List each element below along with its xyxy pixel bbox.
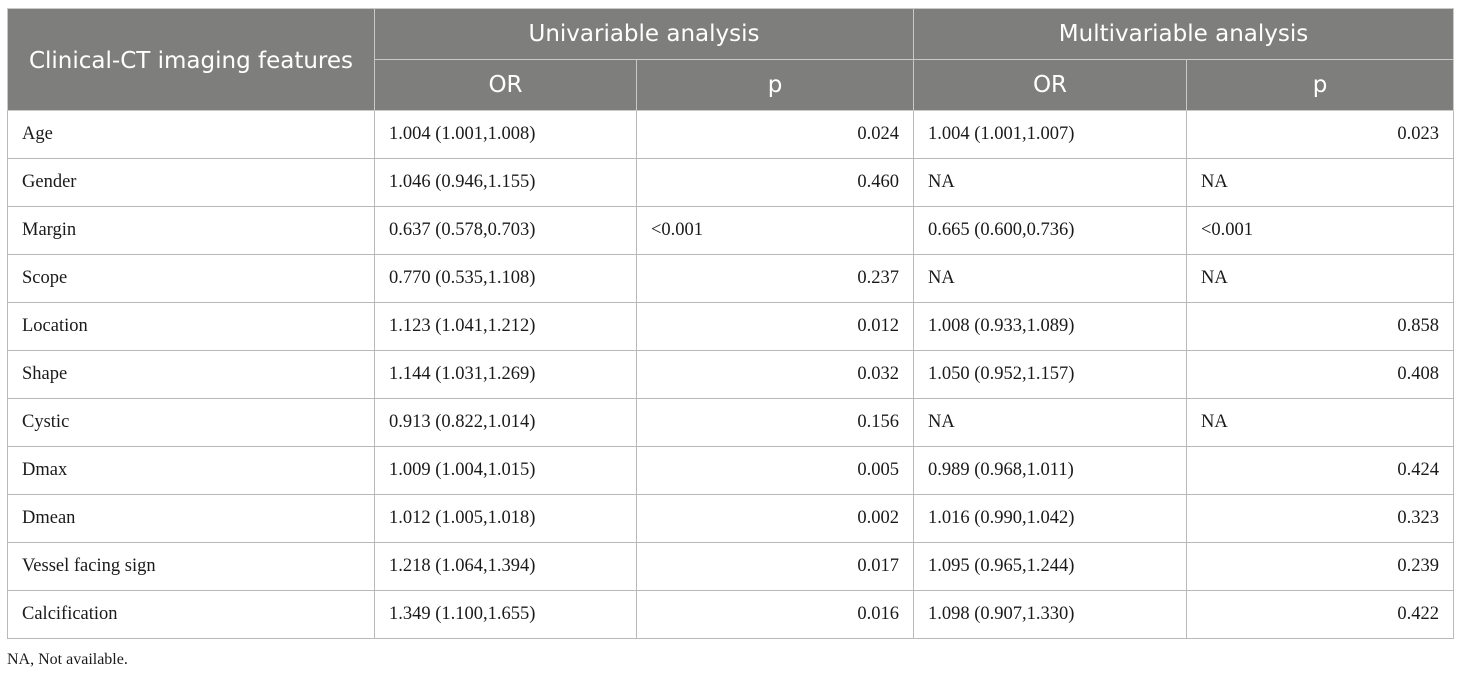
- multi-p-cell: 0.424: [1185, 446, 1455, 495]
- uni-or-cell: 1.009 (1.004,1.015): [374, 446, 637, 495]
- uni-p-cell: 0.460: [636, 158, 914, 207]
- table-row: Gender 1.046 (0.946,1.155) 0.460 NA NA: [7, 158, 1455, 207]
- uni-or-cell: 0.913 (0.822,1.014): [374, 398, 637, 447]
- multi-p-cell: 0.408: [1185, 350, 1455, 399]
- multi-or-cell: 1.050 (0.952,1.157): [913, 350, 1187, 399]
- uni-p-cell: 0.002: [636, 494, 914, 543]
- uni-p-cell: 0.156: [636, 398, 914, 447]
- feature-cell: Scope: [7, 254, 375, 303]
- table-row: Cystic 0.913 (0.822,1.014) 0.156 NA NA: [7, 398, 1455, 447]
- uni-p-cell: 0.237: [636, 254, 914, 303]
- table-row: Dmean 1.012 (1.005,1.018) 0.002 1.016 (0.99…: [7, 494, 1455, 543]
- uni-p-cell: 0.017: [636, 542, 914, 591]
- footnote: NA, Not available.: [7, 651, 128, 668]
- multi-or-cell: 1.004 (1.001,1.007): [913, 110, 1187, 159]
- feature-cell: Margin: [7, 206, 375, 255]
- feature-cell: Dmean: [7, 494, 375, 543]
- header-multi-or: OR: [913, 59, 1187, 111]
- table-row: Scope 0.770 (0.535,1.108) 0.237 NA NA: [7, 254, 1455, 303]
- uni-or-cell: 1.144 (1.031,1.269): [374, 350, 637, 399]
- header-uni-or: OR: [374, 59, 637, 111]
- multi-p-cell: <0.001: [1185, 206, 1455, 255]
- feature-cell: Gender: [7, 158, 375, 207]
- multi-p-cell: NA: [1185, 398, 1455, 447]
- multi-p-cell: 0.023: [1185, 110, 1455, 159]
- multi-or-cell: 0.989 (0.968,1.011): [913, 446, 1187, 495]
- table-row: Dmax 1.009 (1.004,1.015) 0.005 0.989 (0.968…: [7, 446, 1455, 495]
- multi-or-cell: NA: [913, 158, 1187, 207]
- multi-p-cell: NA: [1185, 158, 1455, 207]
- uni-p-cell: 0.012: [636, 302, 914, 351]
- multi-or-cell: 1.098 (0.907,1.330): [913, 590, 1187, 639]
- feature-cell: Vessel facing sign: [7, 542, 375, 591]
- table-row: Vessel facing sign 1.218 (1.064,1.394) 0.0…: [7, 542, 1455, 591]
- uni-or-cell: 1.218 (1.064,1.394): [374, 542, 637, 591]
- uni-p-cell: 0.005: [636, 446, 914, 495]
- feature-cell: Cystic: [7, 398, 375, 447]
- table-row: Shape 1.144 (1.031,1.269) 0.032 1.050 (0.95…: [7, 350, 1455, 399]
- multi-p-cell: 0.858: [1185, 302, 1455, 351]
- uni-p-cell: 0.016: [636, 590, 914, 639]
- uni-or-cell: 1.004 (1.001,1.008): [374, 110, 637, 159]
- multi-or-cell: 1.095 (0.965,1.244): [913, 542, 1187, 591]
- table-body: Age 1.004 (1.001,1.008) 0.024 1.004 (1.001,…: [7, 110, 1455, 639]
- multi-or-cell: 1.008 (0.933,1.089): [913, 302, 1187, 351]
- header-feature-column: Clinical-CT imaging features: [7, 8, 375, 111]
- uni-or-cell: 1.123 (1.041,1.212): [374, 302, 637, 351]
- feature-cell: Dmax: [7, 446, 375, 495]
- uni-p-cell: 0.024: [636, 110, 914, 159]
- uni-or-cell: 1.046 (0.946,1.155): [374, 158, 637, 207]
- feature-cell: Age: [7, 110, 375, 159]
- multi-p-cell: NA: [1185, 254, 1455, 303]
- feature-cell: Shape: [7, 350, 375, 399]
- uni-or-cell: 1.349 (1.100,1.655): [374, 590, 637, 639]
- feature-cell: Location: [7, 302, 375, 351]
- multi-p-cell: 0.239: [1185, 542, 1455, 591]
- multi-or-cell: 1.016 (0.990,1.042): [913, 494, 1187, 543]
- multi-or-cell: NA: [913, 398, 1187, 447]
- uni-or-cell: 0.637 (0.578,0.703): [374, 206, 637, 255]
- table-row: Age 1.004 (1.001,1.008) 0.024 1.004 (1.001,…: [7, 110, 1455, 159]
- uni-or-cell: 1.012 (1.005,1.018): [374, 494, 637, 543]
- uni-p-cell: 0.032: [636, 350, 914, 399]
- uni-p-cell: <0.001: [636, 206, 914, 255]
- results-table: Clinical-CT imaging features Univariable…: [7, 8, 1455, 639]
- multi-p-cell: 0.323: [1185, 494, 1455, 543]
- header-uni-p: p: [636, 59, 914, 111]
- table-row: Margin 0.637 (0.578,0.703) <0.001 0.665 (0.…: [7, 206, 1455, 255]
- header-univariable-group: Univariable analysis: [374, 8, 914, 60]
- multi-p-cell: 0.422: [1185, 590, 1455, 639]
- uni-or-cell: 0.770 (0.535,1.108): [374, 254, 637, 303]
- multi-or-cell: 0.665 (0.600,0.736): [913, 206, 1187, 255]
- table-row: Location 1.123 (1.041,1.212) 0.012 1.008 (0…: [7, 302, 1455, 351]
- feature-cell: Calcification: [7, 590, 375, 639]
- multi-or-cell: NA: [913, 254, 1187, 303]
- table-row: Calcification 1.349 (1.100,1.655) 0.016 1.0…: [7, 590, 1455, 639]
- header-multivariable-group: Multivariable analysis: [912, 8, 1455, 60]
- header-multi-p: p: [1185, 59, 1455, 111]
